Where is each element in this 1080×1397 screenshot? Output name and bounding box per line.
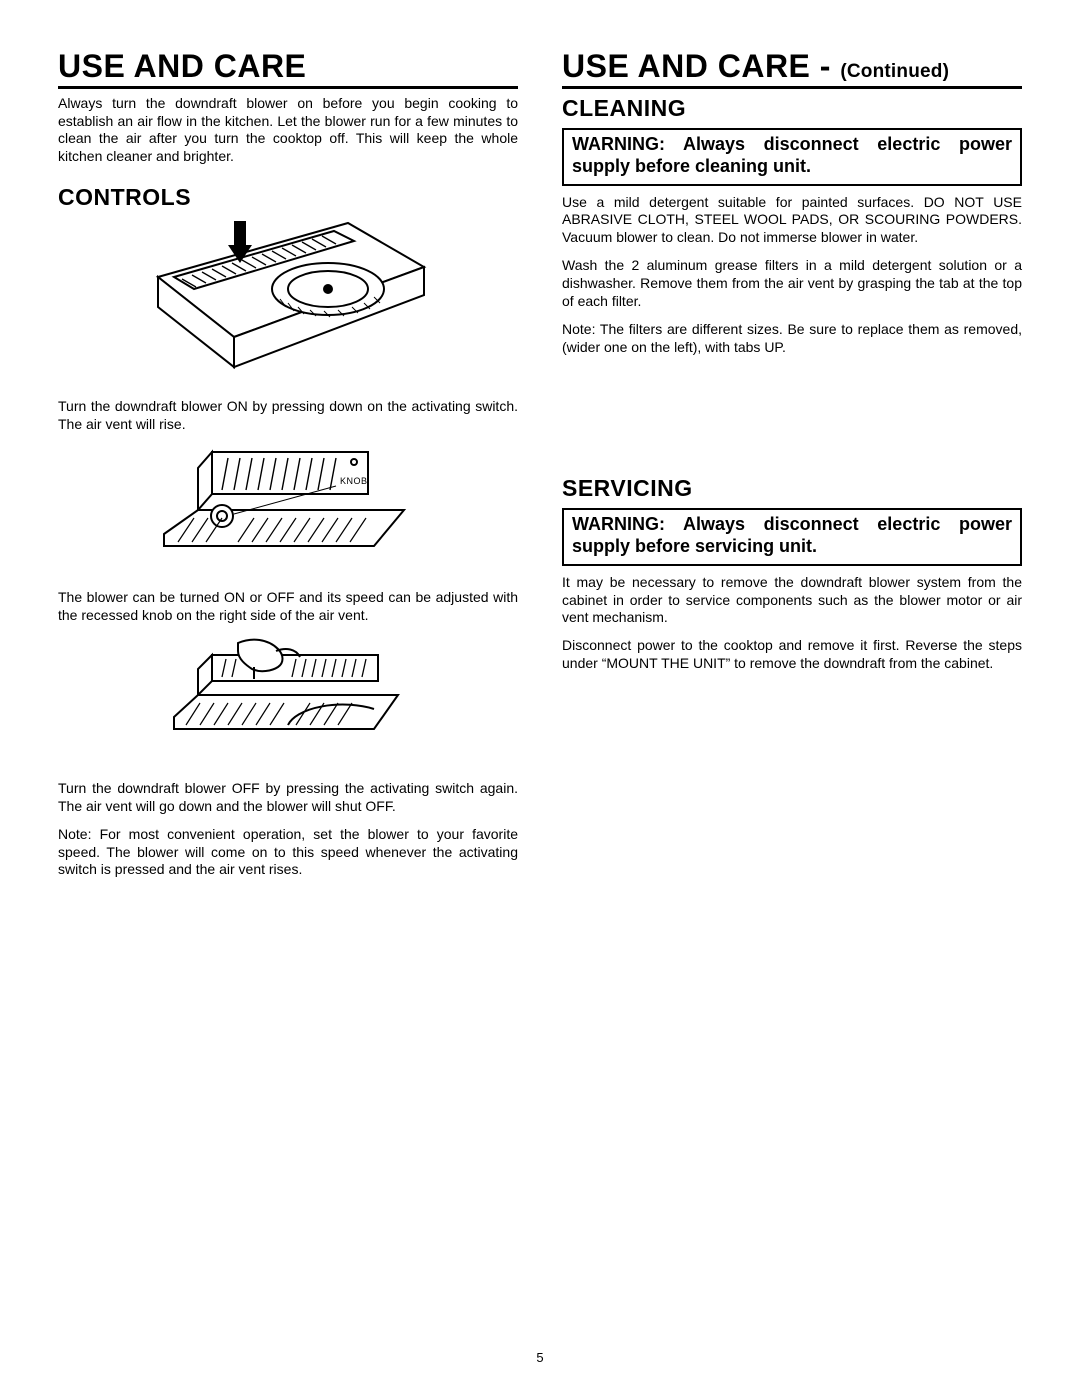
heading-servicing: SERVICING [562, 475, 1022, 502]
figure-knob: KNOB [58, 438, 518, 583]
warning-cleaning: WARNING: Always disconnect electric powe… [562, 128, 1022, 186]
page-number: 5 [0, 1350, 1080, 1365]
heading-use-and-care-continued: USE AND CARE - (Continued) [562, 50, 1022, 89]
paragraph-cleaning-3: Note: The filters are different sizes. B… [562, 321, 1022, 357]
paragraph-cleaning-1: Use a mild detergent suitable for painte… [562, 194, 1022, 248]
heading-main-text: USE AND CARE - [562, 48, 840, 84]
hand-press-icon [168, 629, 408, 769]
paragraph-activating-switch: Turn the downdraft blower ON by pressing… [58, 398, 518, 434]
heading-continued-suffix: (Continued) [840, 61, 949, 82]
paragraph-servicing-2: Disconnect power to the cooktop and remo… [562, 637, 1022, 673]
left-column: USE AND CARE Always turn the downdraft b… [58, 50, 518, 889]
knob-label: KNOB [340, 476, 368, 486]
right-column: USE AND CARE - (Continued) CLEANING WARN… [562, 50, 1022, 889]
intro-paragraph: Always turn the downdraft blower on befo… [58, 95, 518, 167]
heading-cleaning: CLEANING [562, 95, 1022, 122]
paragraph-switch-off: Turn the downdraft blower OFF by pressin… [58, 780, 518, 816]
figure-activating-switch [58, 217, 518, 392]
cooktop-switch-icon [148, 217, 428, 387]
heading-use-and-care: USE AND CARE [58, 50, 518, 89]
paragraph-note-speed: Note: For most convenient operation, set… [58, 826, 518, 880]
heading-controls: CONTROLS [58, 184, 518, 211]
warning-servicing: WARNING: Always disconnect electric powe… [562, 508, 1022, 566]
paragraph-servicing-1: It may be necessary to remove the downdr… [562, 574, 1022, 628]
paragraph-cleaning-2: Wash the 2 aluminum grease filters in a … [562, 257, 1022, 311]
figure-hand-press [58, 629, 518, 774]
paragraph-knob: The blower can be turned ON or OFF and i… [58, 589, 518, 625]
vent-knob-icon [158, 438, 418, 578]
